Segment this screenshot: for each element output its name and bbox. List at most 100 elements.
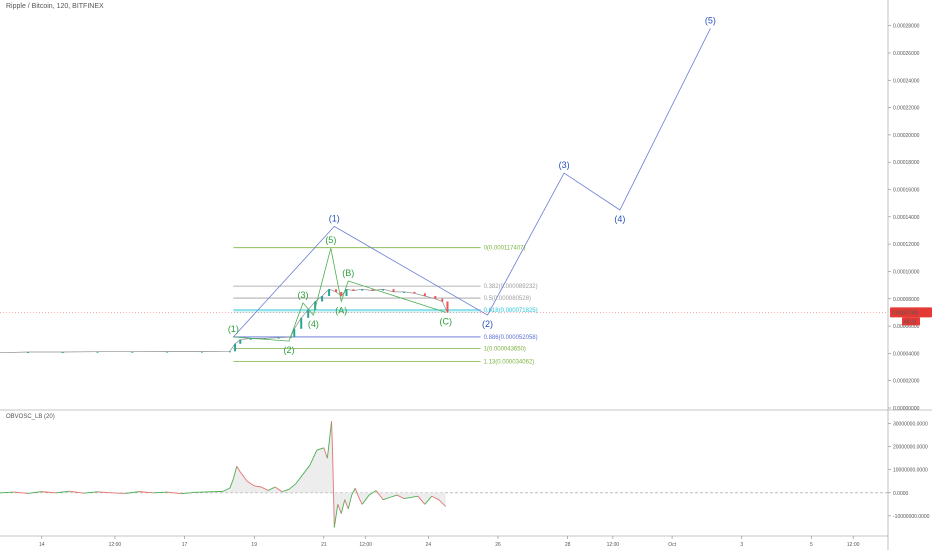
price-candle xyxy=(239,339,242,344)
major-wave-label: (2) xyxy=(482,319,493,329)
price-candle xyxy=(277,337,280,339)
indicator-segment xyxy=(295,474,304,484)
indicator-segment xyxy=(69,490,84,494)
fib-level-label: 1(0.000043650) xyxy=(484,346,526,352)
fib-level-label: 1.13(0.000034062) xyxy=(484,359,535,365)
indicator-title: OBVOSC_LB (20) xyxy=(6,414,55,420)
indicator-layer xyxy=(0,421,888,528)
price-candle xyxy=(234,343,237,352)
price-tick-label: 0.00016000 xyxy=(893,188,920,194)
minor-wave-label: (1) xyxy=(228,324,239,334)
time-tick-label: 12:00 xyxy=(607,542,620,548)
price-candle xyxy=(289,336,292,338)
indicator-segment xyxy=(389,494,398,498)
price-tick-label: 0.00012000 xyxy=(893,242,920,248)
time-tick-label: 12:00 xyxy=(847,542,860,548)
price-candle xyxy=(423,293,426,297)
price-candle xyxy=(26,352,29,354)
fib-level-label: 0(0.000117407) xyxy=(484,246,526,252)
time-tick-label: 12:00 xyxy=(109,542,122,548)
price-candle xyxy=(61,352,64,354)
price-candle xyxy=(434,296,437,299)
indicator-segment xyxy=(260,486,269,491)
indicator-segment xyxy=(0,491,14,494)
indicator-segment xyxy=(239,471,248,482)
price-tick-label: 0.00026000 xyxy=(893,51,920,57)
countdown-badge xyxy=(902,317,920,326)
time-tick-label: 17 xyxy=(182,542,188,548)
price-candle xyxy=(382,289,385,291)
price-line xyxy=(0,288,448,354)
major-wave-label: (1) xyxy=(329,213,340,223)
price-tick-label: 0.00006000 xyxy=(893,324,920,330)
indicator-segment xyxy=(332,451,335,528)
minor-wave-label: (3) xyxy=(297,290,308,300)
indicator-segment xyxy=(222,487,231,492)
indicator-segment xyxy=(232,466,238,480)
minor-wave-label: (C) xyxy=(439,316,452,326)
indicator-segment xyxy=(375,490,384,500)
price-candle xyxy=(335,289,338,292)
time-tick-label: 28 xyxy=(565,542,571,548)
indicator-segment xyxy=(229,478,234,489)
price-candle xyxy=(371,289,374,291)
price-candle xyxy=(228,351,231,353)
indicator-segment xyxy=(403,496,411,499)
price-tick-label: 0.00024000 xyxy=(893,78,920,84)
price-candle xyxy=(166,351,169,353)
indicator-segment xyxy=(254,485,262,488)
price-tick-label: 0.00014000 xyxy=(893,215,920,221)
price-label-layer: 0.00007000 48:31 xyxy=(0,307,932,326)
price-tick-label: 0.00022000 xyxy=(893,106,920,112)
fib-retracement[interactable]: 0(0.000117407) 0.382(0.000089232) 0.5(0.00… xyxy=(233,246,538,366)
indicator-segment xyxy=(181,491,196,495)
indicator-segment xyxy=(246,480,255,487)
time-tick-label: 5 xyxy=(810,542,813,548)
time-tick-label: 26 xyxy=(495,542,501,548)
fib-level-label: 0.886(0.000052058) xyxy=(484,335,538,341)
major-wave-label: (4) xyxy=(614,214,625,224)
indicator-segment xyxy=(368,490,377,496)
indicator-tick-label: 20000000.0000 xyxy=(893,445,928,451)
countdown-value: 48:31 xyxy=(904,319,917,325)
time-tick-label: 24 xyxy=(426,542,432,548)
indicator-segment xyxy=(55,490,70,494)
indicator-segment xyxy=(333,504,339,528)
indicator-segment xyxy=(331,421,334,452)
indicator-segment xyxy=(83,491,98,494)
indicator-segment xyxy=(153,491,168,494)
price-candle xyxy=(402,291,405,293)
time-tick-label: 14 xyxy=(39,542,45,548)
price-candle xyxy=(361,289,364,291)
price-tick-label: 0.00000000 xyxy=(893,406,920,412)
price-tick-label: 0.00008000 xyxy=(893,297,920,303)
indicator-segment xyxy=(337,504,342,514)
price-candle xyxy=(131,351,134,353)
minor-wave-path xyxy=(233,248,446,342)
time-tick-label: 12:00 xyxy=(359,542,372,548)
time-tick-label: 3 xyxy=(740,542,743,548)
indicator-segment xyxy=(410,495,418,498)
price-tick-label: 0.00004000 xyxy=(893,351,920,357)
indicator-segment xyxy=(236,465,241,473)
indicator-segment xyxy=(438,499,447,507)
fib-level-label: 0.5(0.000080528) xyxy=(484,296,531,302)
price-candle xyxy=(392,289,395,292)
price-candle xyxy=(328,289,331,297)
indicator-segment xyxy=(281,488,290,493)
minor-wave-label: (4) xyxy=(308,319,319,329)
indicator-segment xyxy=(347,494,353,510)
fib-band xyxy=(233,309,481,313)
price-candle xyxy=(446,301,449,313)
price-candle xyxy=(249,338,252,340)
indicator-segment xyxy=(274,486,283,492)
price-candle xyxy=(441,298,444,302)
indicator-segment xyxy=(316,447,325,451)
indicator-segment xyxy=(424,495,433,505)
indicator-segment xyxy=(396,494,405,499)
time-tick-label: 19 xyxy=(251,542,257,548)
price-tick-label: 0.00002000 xyxy=(893,379,920,385)
major-wave-label: (3) xyxy=(559,160,570,170)
wave-layer[interactable]: (1) (2) (3) (4) (5) (1) (2) (3) (4) (5) (A) (B) (C) xyxy=(228,15,716,355)
